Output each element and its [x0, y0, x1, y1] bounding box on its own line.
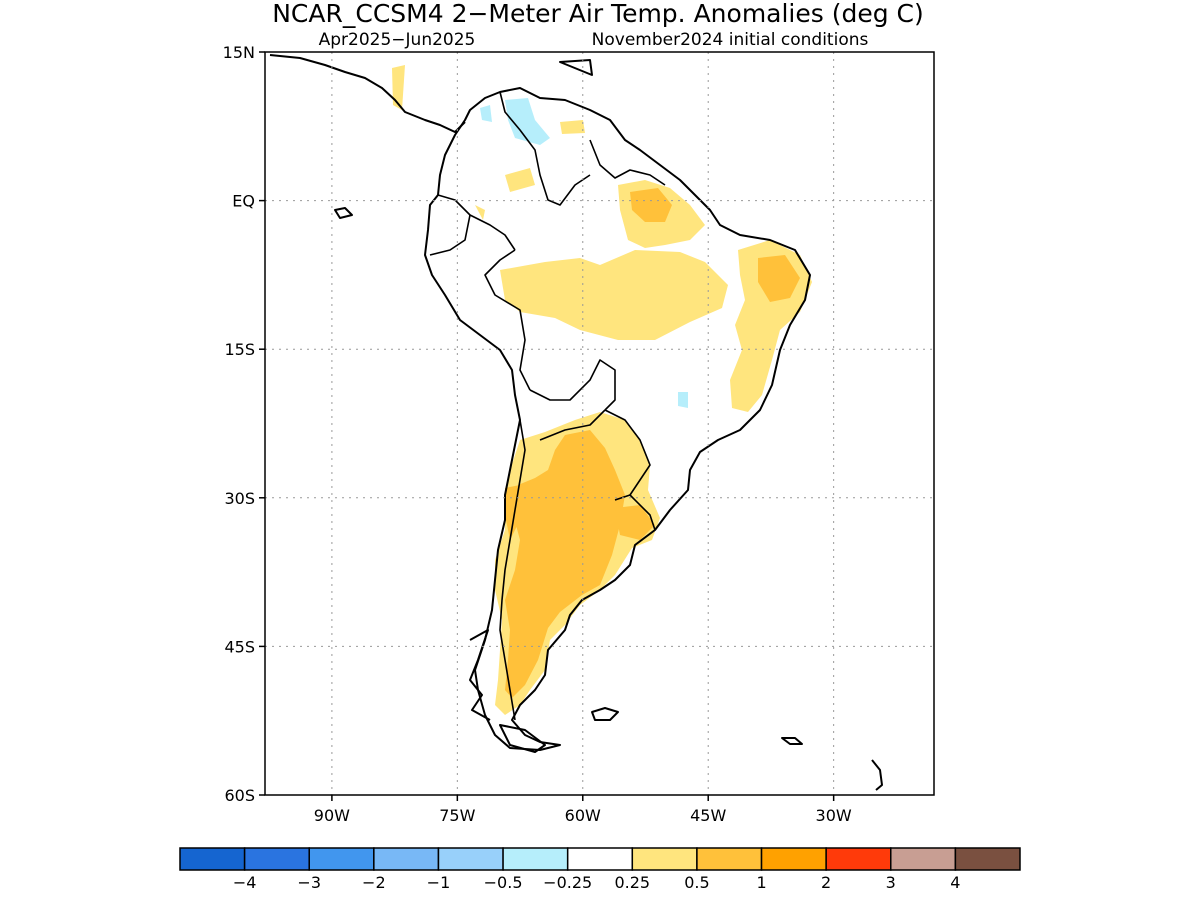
- anomaly-argentina: [505, 430, 625, 698]
- border-chile-argentina: [499, 419, 526, 721]
- anomaly-orange-regions: [505, 188, 800, 698]
- sandwich-islands: [871, 759, 883, 791]
- colorbar-swatch: [502, 847, 569, 871]
- lon-tick-label: 75W: [439, 806, 475, 825]
- central-america-outline: [269, 54, 466, 133]
- tierra-del-fuego: [499, 724, 546, 753]
- colorbar-swatch: [696, 847, 763, 871]
- colorbar-label: −0.25: [543, 873, 592, 892]
- chile-fjords: [469, 629, 491, 721]
- border-guianas: [589, 139, 666, 186]
- longitude-axis: 90W 75W 60W 45W 30W: [314, 795, 852, 825]
- lat-tick-label: 15N: [223, 43, 255, 62]
- colorbar-swatch: [243, 847, 310, 871]
- caribbean-island-1: [559, 59, 593, 76]
- map-frame: [264, 51, 935, 796]
- border-brazil-paraguay: [604, 409, 651, 496]
- colorbar-swatch: [890, 847, 957, 871]
- colorbar-swatch: [760, 847, 827, 871]
- anomaly-amapa: [630, 188, 672, 222]
- colorbar-label: 3: [886, 873, 896, 892]
- coastlines: [269, 54, 883, 791]
- colorbar-label: 1: [756, 873, 766, 892]
- colorbar-swatch: [825, 847, 892, 871]
- latitude-axis: 15N EQ 15S 30S 45S 60S: [223, 43, 265, 805]
- south-georgia: [781, 737, 803, 745]
- colorbar: −4 −3 −2 −1 −0.5 −0.25 0.25 0.5 1 2 3 4: [179, 847, 1021, 892]
- colorbar-swatch: [437, 847, 504, 871]
- lat-tick-label: 60S: [224, 786, 255, 805]
- colorbar-swatch: [566, 847, 634, 871]
- colorbar-label: −2: [362, 873, 386, 892]
- lat-tick-label: 15S: [224, 340, 255, 359]
- forecast-period: Apr2025−Jun2025: [319, 30, 476, 50]
- lat-tick-label: EQ: [232, 192, 255, 211]
- lon-tick-label: 30W: [816, 806, 852, 825]
- colorbar-label: 0.25: [614, 873, 650, 892]
- anomaly-negative-colombia-north: [480, 105, 492, 122]
- gridlines: [265, 52, 934, 795]
- anomaly-central-brazil: [500, 250, 728, 340]
- colorbar-swatch: [179, 847, 246, 871]
- lon-tick-label: 60W: [565, 806, 601, 825]
- border-argentina-north: [539, 409, 606, 441]
- anomaly-ecuador-coast: [475, 205, 485, 220]
- colorbar-label: 2: [821, 873, 831, 892]
- figure-title: NCAR_CCSM4 2−Meter Air Temp. Anomalies (…: [272, 0, 924, 28]
- anomaly-venezuela: [560, 120, 585, 134]
- lat-tick-label: 45S: [224, 637, 255, 656]
- colorbar-label: 0.5: [684, 873, 709, 892]
- border-colombia-south: [437, 194, 516, 251]
- border-colombia-venezuela: [499, 91, 591, 206]
- lat-tick-label: 30S: [224, 489, 255, 508]
- anomaly-colombia: [505, 168, 535, 192]
- anomaly-negative-mato-grosso: [678, 392, 688, 408]
- colorbar-label: 4: [950, 873, 960, 892]
- map-area: [265, 52, 934, 795]
- anomaly-rio-grande-do-norte: [758, 255, 800, 302]
- lon-tick-label: 90W: [314, 806, 350, 825]
- border-peru-brazil: [484, 249, 531, 391]
- colorbar-label: −3: [297, 873, 321, 892]
- galapagos: [334, 207, 353, 219]
- anomaly-negative-venezuela: [505, 98, 550, 145]
- colorbar-label: −0.5: [484, 873, 523, 892]
- anomaly-light-blue-regions: [480, 98, 688, 408]
- border-bolivia: [529, 359, 616, 411]
- border-ecuador-peru: [429, 214, 471, 256]
- falkland-islands: [591, 707, 619, 721]
- colorbar-swatch: [954, 847, 1021, 871]
- initial-conditions: November2024 initial conditions: [592, 30, 869, 50]
- colorbar-label: −1: [427, 873, 451, 892]
- colorbar-label: −4: [233, 873, 257, 892]
- anomaly-central-america: [392, 65, 405, 110]
- colorbar-swatch: [373, 847, 440, 871]
- anomaly-uruguay: [615, 505, 655, 540]
- colorbar-swatch: [308, 847, 375, 871]
- south-america-outline: [424, 87, 811, 751]
- colorbar-swatch: [631, 847, 698, 871]
- lon-tick-label: 45W: [690, 806, 726, 825]
